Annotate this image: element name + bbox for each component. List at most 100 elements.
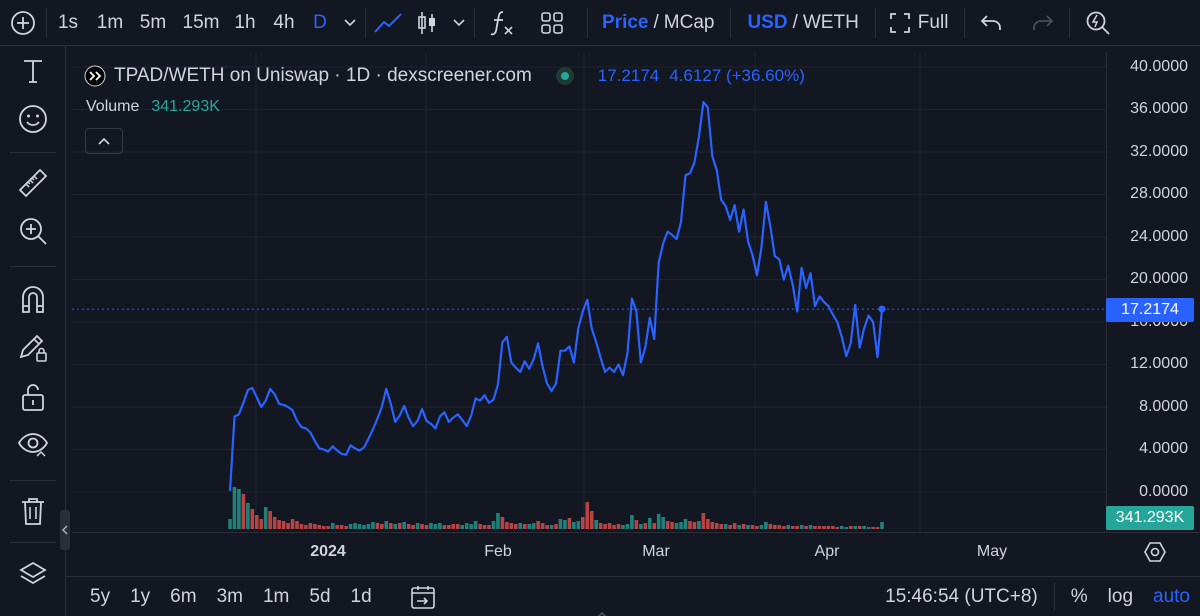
weth-option[interactable]: WETH (802, 11, 859, 33)
interval-dropdown-button[interactable] (335, 0, 365, 46)
price-tick: 32.0000 (1130, 143, 1188, 160)
volume-bar (509, 523, 514, 529)
range-1y[interactable]: 1y (130, 585, 151, 607)
range-6m[interactable]: 6m (170, 585, 197, 607)
volume-bar (728, 525, 732, 529)
interval-5m[interactable]: 5m (139, 11, 167, 33)
auto-toggle[interactable]: auto (1153, 586, 1190, 607)
volume-bar (697, 521, 701, 529)
volume-bar (277, 520, 281, 529)
chart-legend: TPAD/WETH on Uniswap · 1D · dexscreener.… (84, 62, 805, 90)
hide-drawings-button[interactable] (0, 420, 66, 470)
goto-date-button[interactable] (410, 584, 436, 610)
volume-bar (822, 526, 826, 529)
lock-drawing-button[interactable] (0, 322, 66, 372)
volume-bar (286, 523, 290, 529)
volume-bar (317, 525, 322, 529)
time-tick: 2024 (310, 543, 346, 560)
interval-1h[interactable]: 1h (234, 11, 256, 33)
chart-settings-button[interactable] (1144, 541, 1166, 568)
log-toggle[interactable]: log (1107, 586, 1134, 607)
volume-bar (777, 525, 782, 529)
clock[interactable]: 15:46:54 (UTC+8) (885, 586, 1038, 607)
price-chart[interactable] (72, 52, 1106, 532)
volume-bar (433, 524, 438, 529)
range-3m[interactable]: 3m (216, 585, 243, 607)
quick-search-button[interactable] (1070, 0, 1126, 46)
range-5y[interactable]: 5y (90, 585, 111, 607)
bottom-right-group: 15:46:54 (UTC+8) % log auto (875, 577, 1200, 616)
chart-type-dropdown-button[interactable] (444, 0, 474, 46)
volume-bar (402, 522, 406, 529)
volume-bar (786, 525, 791, 529)
interval-15m[interactable]: 15m (182, 11, 220, 33)
redo-button[interactable] (1017, 0, 1069, 46)
zoom-tool-button[interactable] (0, 206, 66, 256)
volume-bar (723, 524, 728, 529)
price-mcap-toggle[interactable]: Price / MCap (588, 0, 714, 46)
layouts-button[interactable] (529, 0, 575, 46)
volume-bar (643, 523, 648, 529)
price-option[interactable]: Price (602, 11, 649, 33)
volume-bar (647, 518, 652, 529)
mcap-option[interactable]: MCap (663, 11, 715, 33)
percent-toggle[interactable]: % (1070, 586, 1088, 607)
volume-bar (339, 525, 344, 529)
add-symbol-button[interactable] (0, 0, 46, 46)
volume-bar (688, 521, 692, 529)
volume-bar (665, 521, 670, 529)
magnet-tool-button[interactable] (0, 274, 66, 324)
collapse-legend-button[interactable] (85, 128, 123, 154)
usd-option[interactable]: USD (747, 11, 788, 33)
interval-D[interactable]: D (313, 11, 327, 33)
volume-bar (522, 524, 527, 529)
price-line (228, 101, 884, 491)
undo-button[interactable] (965, 0, 1017, 46)
time-axis[interactable]: 2024 Feb Mar Apr May (72, 532, 1200, 572)
function-icon (490, 10, 513, 35)
volume-bar (607, 523, 612, 529)
volume-bar (764, 522, 768, 529)
top-toolbar: 1s 1m 5m 15m 1h 4h D Price / MCap USD / … (0, 0, 1200, 46)
price-tick: 24.0000 (1130, 228, 1188, 245)
interval-1m[interactable]: 1m (96, 11, 124, 33)
volume-bar (357, 524, 362, 529)
indicators-button[interactable] (475, 0, 529, 46)
text-tool-button[interactable] (0, 46, 66, 96)
collapse-toolbar-tab[interactable] (60, 510, 70, 550)
volume-bar (589, 511, 594, 529)
volume-bar (295, 521, 299, 529)
range-1m[interactable]: 1m (262, 585, 290, 607)
volume-bar (335, 525, 339, 529)
object-tree-button[interactable] (0, 550, 66, 600)
price-tick: 4.0000 (1139, 440, 1188, 457)
bottom-resize-handle[interactable] (596, 606, 608, 616)
range-5d[interactable]: 5d (309, 585, 331, 607)
remove-drawings-button[interactable] (0, 486, 66, 536)
chart-type-line-button[interactable] (366, 0, 410, 46)
interval-4h[interactable]: 4h (273, 11, 295, 33)
volume-bar (773, 525, 777, 529)
volume-bar (598, 523, 603, 529)
toolbar-divider (730, 7, 732, 38)
volume-bar (572, 522, 576, 529)
range-1d[interactable]: 1d (350, 585, 372, 607)
volume-bar (442, 525, 447, 529)
emoji-tool-button[interactable] (0, 94, 66, 144)
currency-toggle[interactable]: USD / WETH (731, 0, 858, 46)
volume-bar (420, 524, 424, 529)
price-tick: 36.0000 (1130, 100, 1188, 117)
fullscreen-button[interactable]: Full (876, 0, 948, 46)
measure-tool-button[interactable] (0, 158, 66, 208)
volume-bar (840, 526, 844, 529)
volume-bar (393, 524, 398, 529)
interval-1s[interactable]: 1s (57, 11, 79, 33)
volume-bar (473, 521, 478, 529)
volume-bar (531, 523, 536, 529)
symbol-title: TPAD/WETH on Uniswap · 1D · dexscreener.… (114, 65, 532, 86)
volume-bar (768, 524, 773, 529)
chart-type-candles-button[interactable] (410, 0, 444, 46)
price-scale[interactable]: 40.0000 36.0000 32.0000 28.0000 24.0000 … (1106, 52, 1200, 532)
volume-bar (281, 521, 286, 529)
lock-all-button[interactable] (0, 372, 66, 422)
